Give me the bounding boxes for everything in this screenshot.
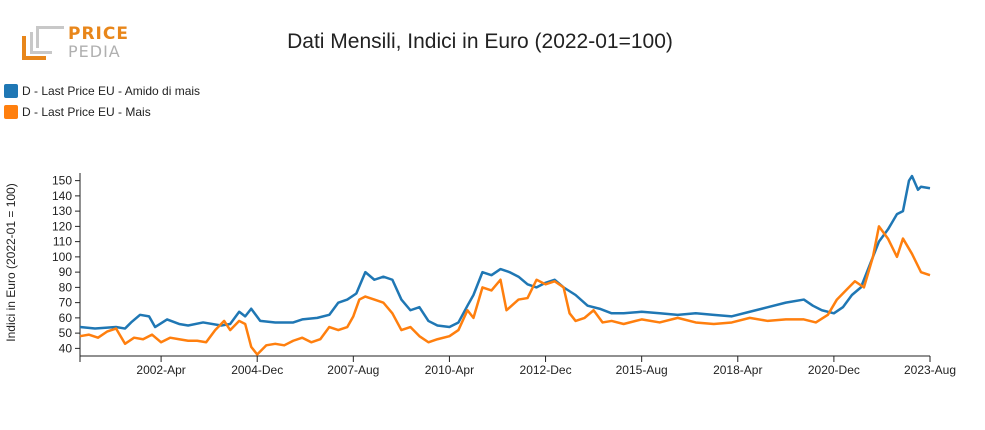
x-tick-label-2002-Apr: 2002-Apr: [136, 363, 185, 377]
logo-mark: [22, 26, 64, 60]
y-tick-label-130: 130: [52, 204, 72, 218]
legend-item-mais[interactable]: D - Last Price EU - Mais: [4, 101, 200, 122]
legend-swatch-mais: [4, 104, 18, 119]
y-tick-label-80: 80: [59, 280, 73, 294]
y-tick-label-120: 120: [52, 219, 72, 233]
legend-swatch-amido: [4, 83, 18, 98]
y-tick-label-150: 150: [52, 174, 72, 188]
y-tick-label-110: 110: [53, 235, 72, 249]
legend-item-amido[interactable]: D - Last Price EU - Amido di mais: [4, 80, 200, 101]
y-tick-label-140: 140: [52, 189, 72, 203]
logo-text-price: PRICE: [68, 24, 129, 44]
y-tick-label-50: 50: [59, 326, 73, 340]
y-tick-label-100: 100: [52, 250, 72, 264]
chart-legend: D - Last Price EU - Amido di mais D - La…: [4, 80, 200, 122]
y-tick-label-60: 60: [59, 311, 73, 325]
y-tick-label-40: 40: [59, 341, 73, 355]
x-tick-label-2018-Apr: 2018-Apr: [713, 363, 762, 377]
pricepedia-logo: [22, 26, 64, 60]
chart-title: Dati Mensili, Indici in Euro (2022-01=10…: [287, 30, 673, 53]
x-tick-label-2012-Dec: 2012-Dec: [520, 363, 572, 377]
y-tick-label-90: 90: [59, 265, 73, 279]
series-line-amido-di-mais: [79, 174, 931, 330]
x-tick-label-2015-Aug: 2015-Aug: [616, 363, 668, 377]
logo-text-pedia: PEDIA: [68, 42, 121, 61]
y-axis-title: Indici in Euro (2022-01 = 100): [4, 183, 18, 341]
x-tick-label-2023-Aug: 2023-Aug: [904, 363, 956, 377]
series-line-mais: [79, 225, 931, 356]
legend-label-mais: D - Last Price EU - Mais: [22, 104, 151, 119]
x-tick-label-2010-Apr: 2010-Apr: [425, 363, 474, 377]
x-tick-label-2004-Dec: 2004-Dec: [231, 363, 283, 377]
x-tick-label-2020-Dec: 2020-Dec: [808, 363, 860, 377]
legend-label-amido: D - Last Price EU - Amido di mais: [22, 83, 201, 98]
x-tick-label-2007-Aug: 2007-Aug: [327, 363, 379, 377]
y-tick-label-70: 70: [59, 296, 73, 310]
